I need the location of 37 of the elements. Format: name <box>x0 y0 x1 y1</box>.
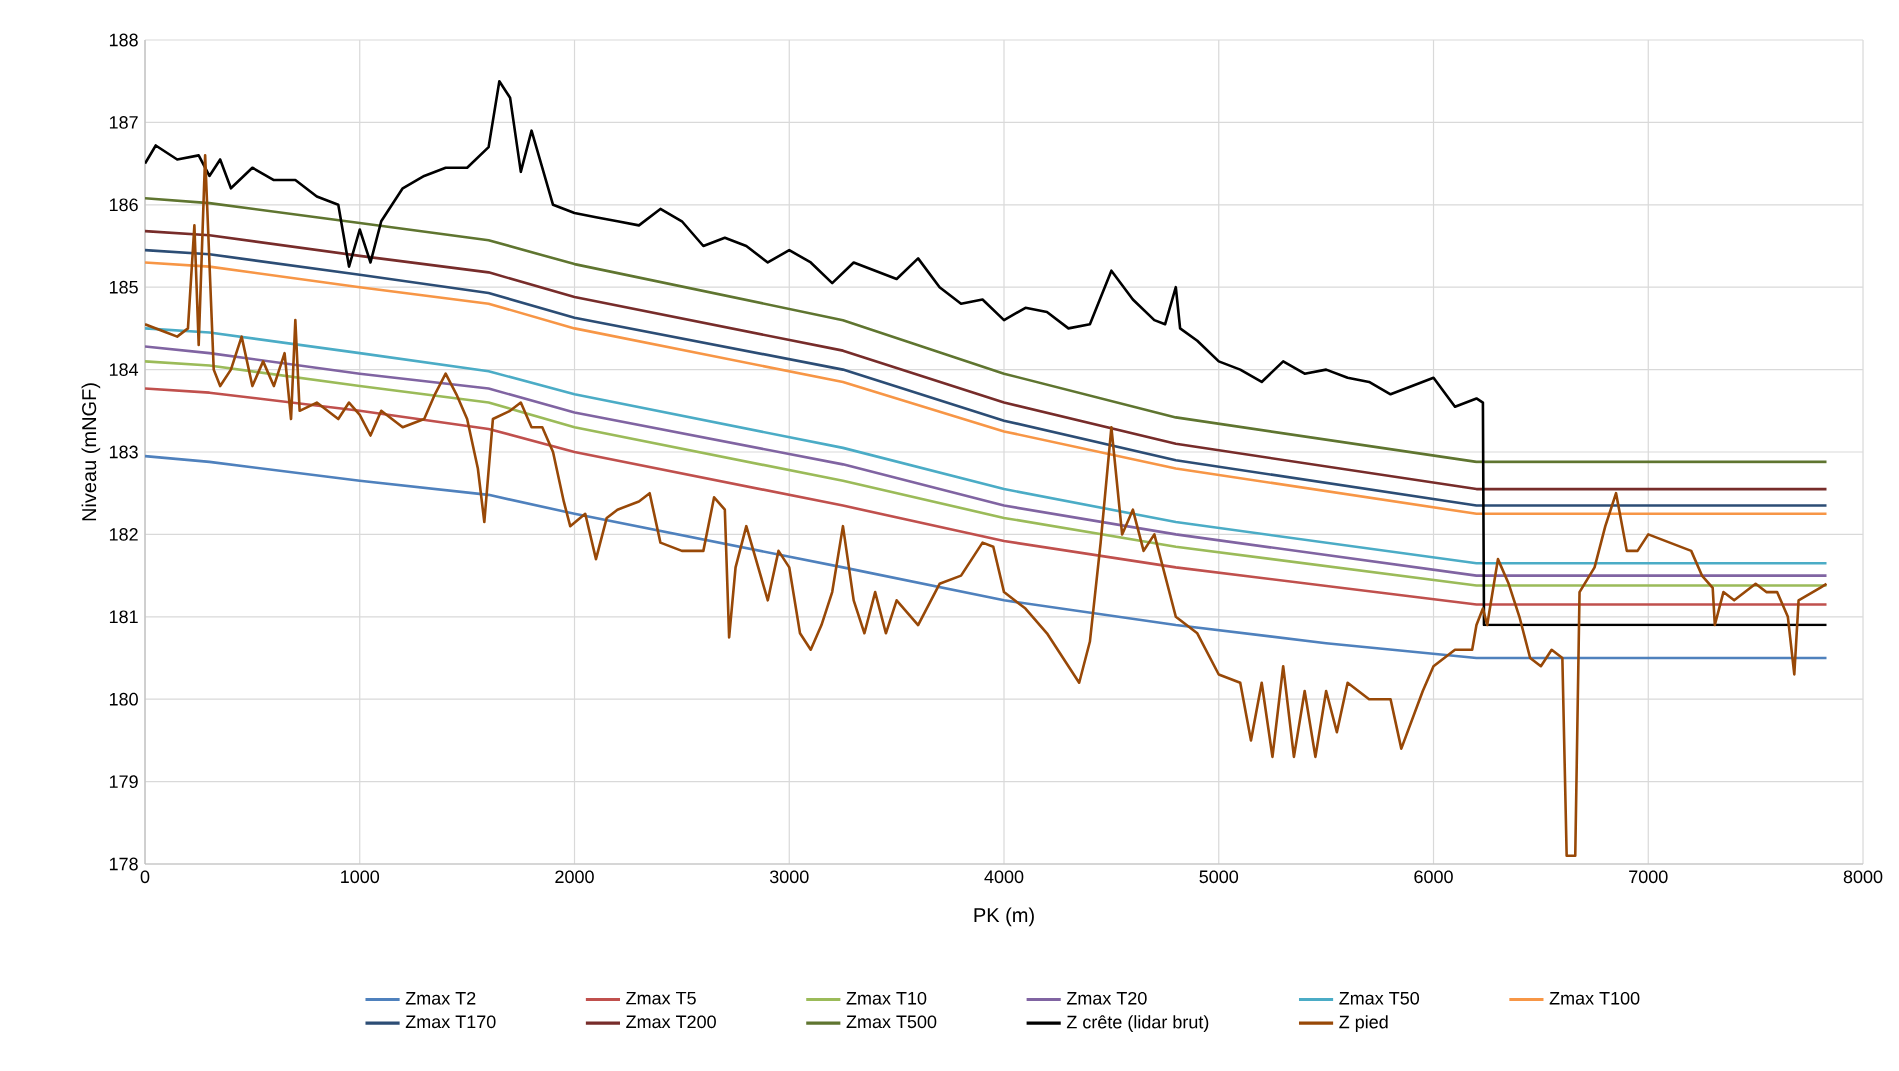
line-series <box>145 454 1828 660</box>
legend-label: Zmax T2 <box>405 991 476 1005</box>
y-tick-label: 184 <box>109 363 139 376</box>
x-tick-label: 6000 <box>1414 870 1453 884</box>
x-axis-title: PK (m) <box>974 907 1034 927</box>
legend-label: Z pied <box>1339 1015 1388 1032</box>
line-series <box>145 387 1828 606</box>
y-tick-label: 179 <box>109 775 138 788</box>
legend-label: Zmax T10 <box>846 991 927 1005</box>
y-tick-label: 188 <box>109 33 138 47</box>
legend-label: Z crête (lidar brut) <box>1066 1015 1209 1032</box>
y-tick-label: 180 <box>109 692 138 706</box>
line-series <box>145 196 1828 464</box>
y-tick-label: 186 <box>109 198 138 212</box>
y-tick-label: 182 <box>109 528 138 541</box>
y-tick-label: 187 <box>109 116 138 129</box>
x-tick-label: 3000 <box>769 870 809 884</box>
x-tick-label: 1000 <box>341 870 380 884</box>
legend-label: Zmax T500 <box>846 1015 937 1029</box>
x-tick-label: 0 <box>140 870 150 884</box>
legend-label: Zmax T100 <box>1549 991 1640 1005</box>
x-tick-label: 4000 <box>984 870 1024 884</box>
legend-label: Zmax T170 <box>405 1015 496 1029</box>
y-tick-label: 183 <box>109 445 138 459</box>
legend-label: Zmax T50 <box>1339 991 1420 1005</box>
y-axis-title: Niveau (mNGF) <box>81 383 101 521</box>
y-tick-label: 181 <box>109 610 138 624</box>
x-tick-label: 8000 <box>1843 870 1883 884</box>
x-tick-label: 7000 <box>1629 870 1668 884</box>
y-tick-label: 185 <box>109 280 138 294</box>
line-series <box>145 79 1828 627</box>
legend-label: Zmax T200 <box>626 1015 716 1029</box>
x-tick-label: 2000 <box>555 870 594 884</box>
y-tick-label: 178 <box>109 857 138 871</box>
legend-label: Zmax T20 <box>1066 991 1147 1005</box>
x-tick-label: 5000 <box>1199 870 1239 884</box>
legend-label: Zmax T5 <box>626 991 696 1005</box>
